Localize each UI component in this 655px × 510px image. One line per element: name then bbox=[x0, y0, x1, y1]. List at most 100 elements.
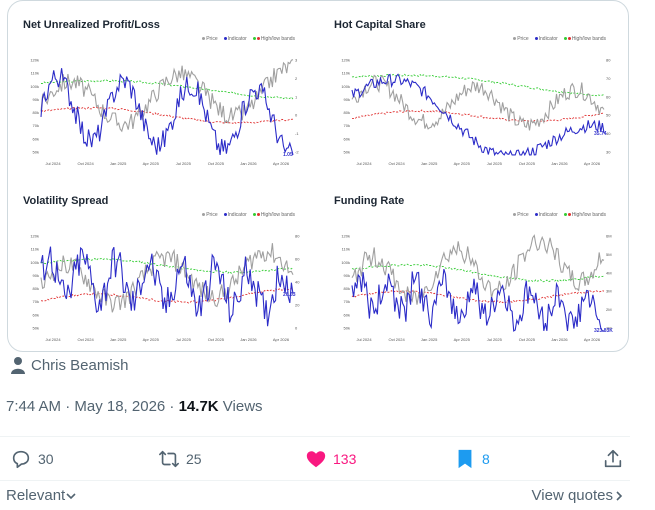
chart-legend: Price Indicator High/low bands bbox=[513, 36, 606, 42]
chart-panel-volatility: Volatility Spread Price Indicator High/low … bbox=[23, 195, 313, 351]
y-right-tick: 0 bbox=[295, 113, 298, 118]
y-right-tick: 20 bbox=[295, 303, 300, 308]
reply-icon bbox=[12, 450, 30, 469]
author-name[interactable]: Chris Beamish bbox=[31, 356, 129, 374]
price-line bbox=[351, 234, 605, 305]
band-low-line bbox=[40, 106, 294, 125]
repost-count: 25 bbox=[186, 451, 202, 467]
y-right-tick: 30 bbox=[606, 150, 611, 155]
y-right-tick: 1 bbox=[295, 94, 298, 99]
y-left-tick: 90k bbox=[344, 97, 350, 102]
x-tick: Jan 2026 bbox=[551, 337, 568, 342]
y-left-tick: 80k bbox=[344, 286, 350, 291]
x-tick: Jan 2025 bbox=[110, 337, 127, 342]
x-tick: Apr 2026 bbox=[584, 161, 601, 166]
x-tick: Jan 2026 bbox=[240, 161, 257, 166]
x-tick: Jul 2024 bbox=[45, 337, 61, 342]
y-left-tick: 100k bbox=[341, 260, 350, 265]
author-row[interactable]: Chris Beamish bbox=[10, 356, 129, 374]
share-icon bbox=[604, 449, 622, 468]
chart-title: Hot Capital Share bbox=[334, 19, 426, 31]
y-left-tick: 90k bbox=[33, 273, 39, 278]
price-line bbox=[40, 243, 294, 313]
chart-panel-hot-capital: Hot Capital Share Price Indicator High/low … bbox=[334, 19, 624, 184]
legend-item: Price bbox=[513, 36, 529, 42]
legend-item: Indicator bbox=[223, 36, 247, 42]
x-tick: Oct 2025 bbox=[208, 337, 225, 342]
chart-svg: 120k 110k 100k 90k 80k 70k 60k 50k 80 70 60 50 40 30 J… bbox=[341, 58, 611, 167]
chart-panel-funding: Funding Rate Price Indicator High/low bands… bbox=[334, 195, 624, 351]
chart-title: Net Unrealized Profit/Loss bbox=[23, 19, 160, 31]
x-tick: Oct 2025 bbox=[208, 161, 225, 166]
indicator-line bbox=[40, 246, 294, 327]
sort-dropdown[interactable]: Relevant bbox=[6, 487, 77, 504]
y-right-tick: 6M bbox=[606, 234, 612, 239]
y-left-tick: 100k bbox=[341, 84, 350, 89]
chart-plot: 120k 110k 100k 90k 80k 70k 60k 50k 6M 5M 4M 3M 2M 1M J… bbox=[341, 230, 613, 343]
share-button[interactable] bbox=[602, 448, 630, 470]
views-label: Views bbox=[218, 398, 263, 415]
legend-item: Price bbox=[202, 212, 218, 218]
y-right-tick: 40 bbox=[606, 131, 611, 136]
person-icon bbox=[11, 357, 25, 374]
y-left-tick: 70k bbox=[344, 299, 350, 304]
y-left-tick: 80k bbox=[344, 110, 350, 115]
y-left-tick: 100k bbox=[30, 260, 39, 265]
indicator-line bbox=[351, 268, 604, 332]
y-left-tick: 100k bbox=[30, 84, 39, 89]
price-line bbox=[351, 74, 605, 131]
band-high-line bbox=[40, 257, 294, 274]
chevron-right-icon bbox=[616, 490, 623, 501]
x-tick: Oct 2024 bbox=[77, 161, 94, 166]
y-right-tick: 2M bbox=[606, 307, 612, 312]
y-right-tick: -2 bbox=[295, 150, 299, 155]
x-tick: Jan 2025 bbox=[421, 161, 438, 166]
x-tick: Oct 2024 bbox=[388, 337, 405, 342]
reply-button[interactable]: 30 bbox=[10, 448, 54, 470]
y-left-tick: 80k bbox=[33, 286, 39, 291]
x-tick: Jul 2024 bbox=[45, 161, 61, 166]
y-left-tick: 50k bbox=[344, 150, 350, 155]
x-tick: Jan 2025 bbox=[110, 161, 127, 166]
view-quotes-link[interactable]: View quotes bbox=[532, 487, 625, 504]
y-left-tick: 90k bbox=[33, 97, 39, 102]
chart-plot: 120k 110k 100k 90k 80k 70k 60k 50k 3 2 1 0 -1 -2 Jul 2… bbox=[30, 54, 299, 167]
indicator-value-label: 26.63 bbox=[283, 292, 296, 298]
chart-svg: 120k 110k 100k 90k 80k 70k 60k 50k 6M 5M 4M 3M 2M 1M J… bbox=[341, 234, 613, 343]
y-left-tick: 120k bbox=[341, 234, 350, 239]
image-card[interactable]: Net Unrealized Profit/Loss Price Indicator… bbox=[7, 0, 629, 352]
chart-plot: 120k 110k 100k 90k 80k 70k 60k 50k 80 70 60 50 40 30 J… bbox=[341, 54, 611, 167]
legend-item: Indicator bbox=[534, 212, 558, 218]
y-right-tick: 50 bbox=[606, 113, 611, 118]
bookmark-button[interactable]: 8 bbox=[454, 448, 490, 470]
y-left-tick: 110k bbox=[342, 247, 350, 252]
chart-legend: Price Indicator High/low bands bbox=[513, 212, 606, 218]
repost-button[interactable]: 25 bbox=[158, 448, 202, 470]
x-tick: Jul 2024 bbox=[356, 161, 372, 166]
chart-svg: 120k 110k 100k 90k 80k 70k 60k 50k 3 2 1 0 -1 -2 Jul 2… bbox=[30, 58, 299, 167]
chart-plot: 120k 110k 100k 90k 80k 70k 60k 50k 80 60 40 20 0 Jul … bbox=[30, 230, 300, 343]
divider bbox=[0, 480, 630, 481]
chart-legend: Price Indicator High/low bands bbox=[202, 36, 295, 42]
legend-item: Indicator bbox=[223, 212, 247, 218]
timestamp[interactable]: 7:44 AM · May 18, 2026 · bbox=[6, 398, 179, 415]
action-bar: 30 25 133 8 bbox=[0, 448, 640, 478]
x-tick: Oct 2025 bbox=[519, 161, 536, 166]
divider bbox=[0, 436, 630, 437]
y-right-tick: 70 bbox=[606, 76, 611, 81]
x-tick: Jan 2026 bbox=[551, 161, 568, 166]
band-high-line bbox=[351, 73, 605, 97]
legend-item: High/low bands bbox=[252, 36, 295, 42]
y-left-tick: 90k bbox=[344, 273, 350, 278]
price-line bbox=[40, 59, 294, 133]
chart-title: Funding Rate bbox=[334, 195, 405, 207]
like-button[interactable]: 133 bbox=[305, 448, 356, 470]
legend-item: Indicator bbox=[534, 36, 558, 42]
legend-item: Price bbox=[513, 212, 529, 218]
x-tick: Jan 2025 bbox=[421, 337, 438, 342]
x-tick: Apr 2025 bbox=[454, 161, 471, 166]
bookmark-count: 8 bbox=[482, 451, 490, 467]
y-left-tick: 80k bbox=[33, 110, 39, 115]
x-tick: Apr 2025 bbox=[143, 337, 160, 342]
y-right-tick: 40 bbox=[295, 280, 300, 285]
